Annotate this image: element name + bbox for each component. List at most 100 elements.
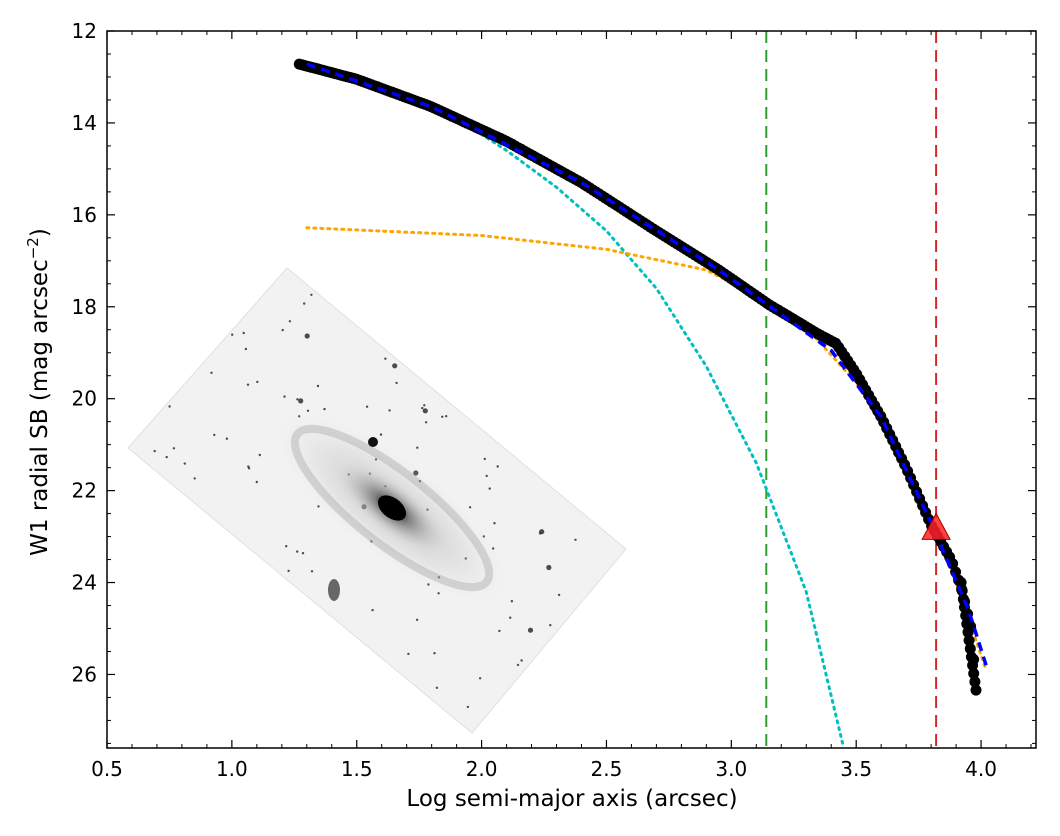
- inset-star: [281, 328, 284, 332]
- data-point: [960, 610, 972, 622]
- inset-star: [153, 449, 156, 453]
- x-tick-label: 3.0: [715, 757, 747, 781]
- y-tick-label: 20: [72, 387, 97, 411]
- inset-star: [422, 408, 428, 414]
- inset-star: [225, 437, 229, 440]
- inset-star: [527, 627, 534, 633]
- data-point: [967, 659, 979, 671]
- inset-star: [285, 545, 288, 548]
- inset-star: [488, 487, 491, 490]
- data-point: [961, 618, 973, 630]
- inset-star: [242, 331, 245, 335]
- y-tick-label: 26: [72, 662, 97, 686]
- y-axis-ticks: 12 14 16 18 20 22 24 26: [72, 19, 1036, 744]
- y-tick-label: 24: [72, 571, 97, 595]
- inset-star: [255, 480, 258, 484]
- y-tick-label: 16: [72, 203, 97, 227]
- inset-star: [371, 608, 374, 612]
- inset-star: [483, 457, 486, 461]
- inset-star: [493, 522, 496, 525]
- y-tick-label: 22: [72, 479, 97, 503]
- inset-star: [288, 320, 292, 323]
- y-axis-label: W1 radial SB (mag arcsec−2): [24, 228, 53, 556]
- x-tick-label: 1.0: [216, 757, 248, 781]
- inset-star: [466, 705, 470, 709]
- inset-star: [546, 564, 552, 571]
- inset-star: [183, 462, 186, 465]
- inset-star: [496, 465, 499, 468]
- data-point: [963, 634, 975, 646]
- inset-star: [557, 593, 561, 597]
- inset-star: [433, 652, 436, 655]
- inset-star: [445, 415, 448, 418]
- y-tick-label: 18: [72, 295, 97, 319]
- limit-marker-triangle: [921, 512, 951, 540]
- inset-star: [303, 302, 306, 305]
- inset-star: [244, 347, 248, 351]
- inset-star: [246, 383, 250, 386]
- inset-star: [516, 663, 520, 667]
- x-tick-label: 2.0: [466, 757, 498, 781]
- data-point: [965, 651, 977, 663]
- data-point: [955, 577, 967, 588]
- inset-star: [384, 357, 387, 360]
- galaxy-inset-image: [127, 267, 627, 734]
- inset-star: [301, 552, 305, 555]
- inset-star: [435, 686, 439, 689]
- inset-star: [485, 474, 488, 478]
- satellite-galaxy: [328, 579, 340, 601]
- total-fit-curve: [306, 62, 988, 666]
- inset-star: [379, 433, 383, 436]
- inset-star: [323, 407, 326, 411]
- inset-star: [283, 395, 286, 398]
- inset-star: [258, 453, 261, 457]
- inset-star: [365, 405, 369, 408]
- plot-frame: [106, 30, 1037, 749]
- inset-star: [538, 532, 542, 535]
- y-tick-label: 12: [72, 19, 97, 43]
- inset-star: [172, 447, 176, 450]
- inset-star: [296, 550, 299, 553]
- x-tick-label: 1.5: [341, 757, 373, 781]
- inset-star: [423, 404, 426, 407]
- inset-star: [304, 333, 310, 339]
- y-tick-label: 14: [72, 111, 97, 135]
- data-point: [962, 626, 974, 638]
- x-axis-label: Log semi-major axis (arcsec): [406, 786, 737, 812]
- inset-star: [509, 616, 512, 619]
- inset-star: [416, 446, 419, 449]
- inset-star: [210, 371, 213, 374]
- data-point: [964, 643, 976, 655]
- x-axis-ticks: 0.5 1.0 1.5 2.0 2.5 3.0 3.5 4.0: [91, 31, 1032, 781]
- inset-star: [510, 600, 514, 603]
- inset-star: [231, 333, 234, 336]
- inset-star: [256, 380, 259, 384]
- x-tick-label: 3.5: [840, 757, 872, 781]
- inset-star: [424, 421, 428, 424]
- inset-star: [520, 659, 523, 662]
- inset-star: [298, 398, 304, 404]
- data-point: [968, 668, 980, 679]
- inset-star: [392, 363, 398, 369]
- inset-star: [296, 398, 299, 401]
- inset-star: [407, 652, 410, 656]
- inset-star: [247, 465, 250, 468]
- inset-star: [498, 629, 501, 633]
- inset-star: [310, 293, 313, 296]
- inset-star: [421, 406, 424, 410]
- inset-star: [388, 409, 391, 412]
- inset-star: [193, 477, 196, 480]
- inset-star: [165, 455, 168, 459]
- inset-star: [574, 538, 577, 541]
- inset-star: [415, 618, 419, 621]
- x-tick-label: 2.5: [591, 757, 623, 781]
- x-tick-label: 0.5: [91, 757, 123, 781]
- inset-star: [213, 433, 216, 437]
- inset-star: [316, 384, 320, 388]
- data-point: [969, 676, 981, 688]
- inset-star: [168, 405, 171, 408]
- x-tick-label: 4.0: [965, 757, 997, 781]
- inset-star: [395, 381, 398, 385]
- inset-star: [478, 677, 482, 680]
